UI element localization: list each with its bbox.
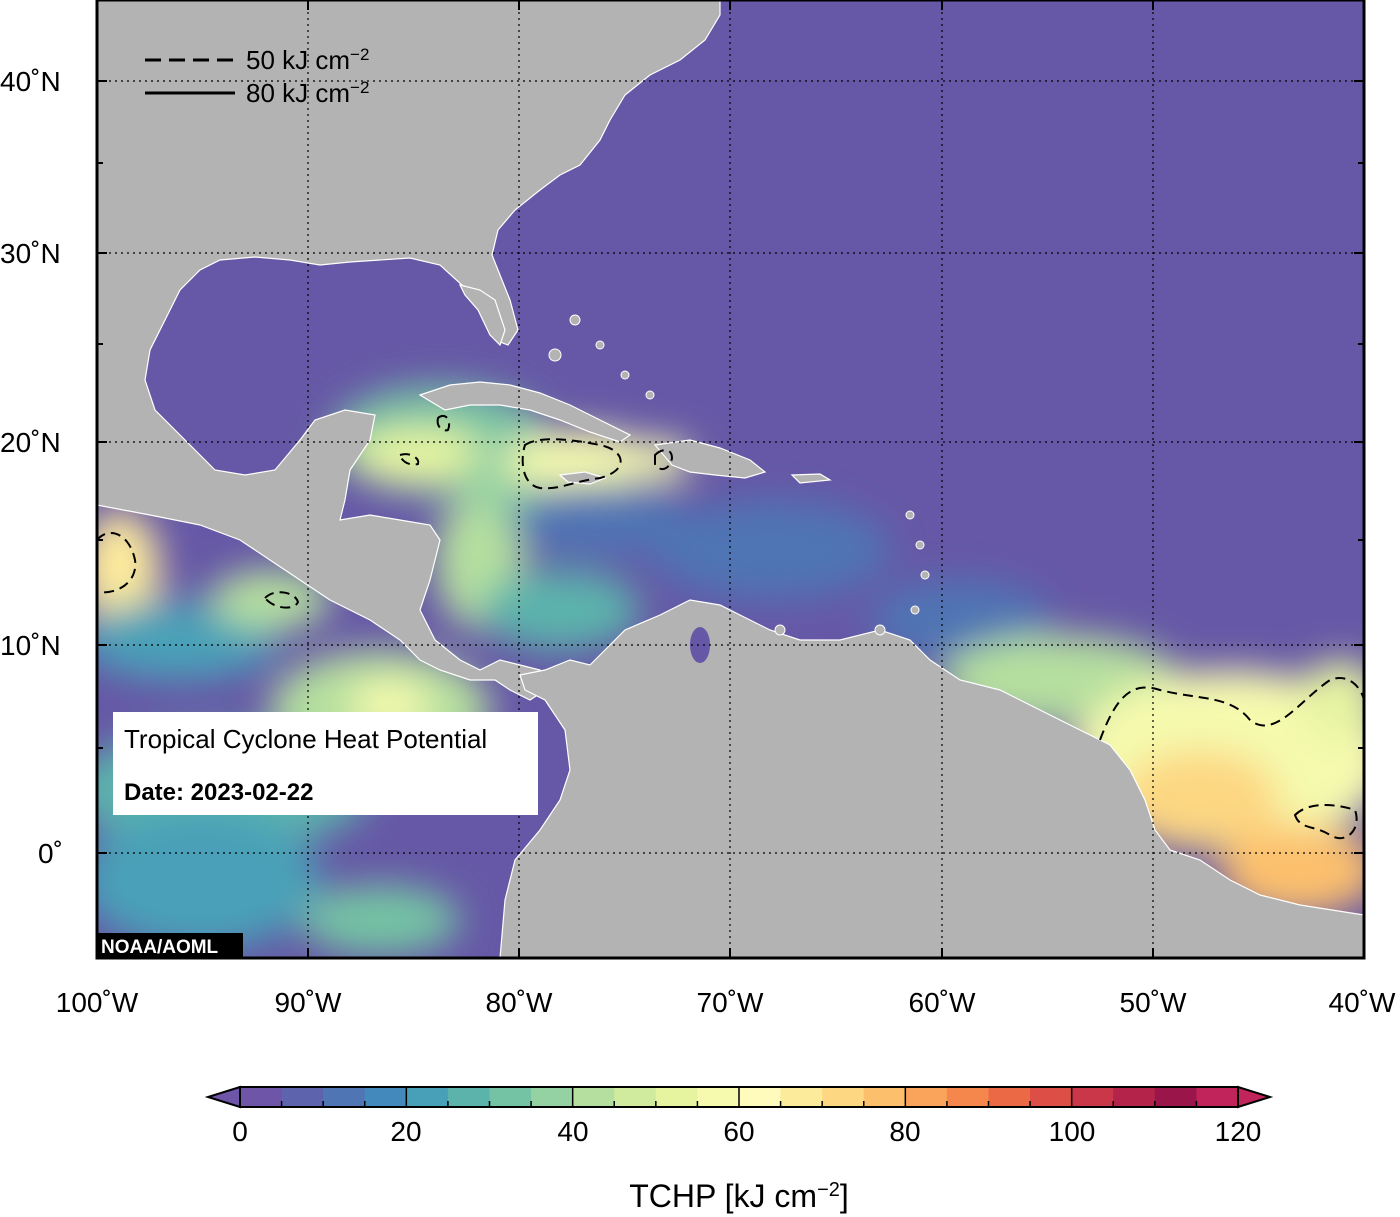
colorbar-swatch [655, 1087, 699, 1107]
colorbar-swatch [697, 1087, 740, 1107]
contour-legend: 50 kJ cm−2 80 kJ cm−2 [145, 45, 369, 109]
colorbar-swatch [281, 1087, 324, 1107]
cb-tick-label-20: 20 [390, 1116, 421, 1147]
lake-maracaibo [690, 627, 710, 663]
contours [97, 414, 1364, 840]
colorbar-swatch [1071, 1087, 1114, 1107]
lon-label-70w: 70˚W [697, 987, 764, 1018]
credit-text: NOAA/AOML [101, 937, 219, 958]
info-box: Tropical Cyclone Heat Potential Date: 20… [113, 712, 538, 815]
lat-label-30n: 30˚N [0, 238, 61, 269]
tchp-field [97, 385, 1364, 955]
cb-tick-label-0: 0 [232, 1116, 248, 1147]
colorbar-ticks [239, 1087, 1239, 1107]
colorbar-swatch [323, 1087, 366, 1107]
colorbar-swatch [946, 1087, 990, 1107]
land [97, 0, 1364, 958]
colorbar-swatch [572, 1087, 615, 1107]
map-title: Tropical Cyclone Heat Potential [124, 724, 487, 754]
colorbar-swatch [905, 1087, 948, 1107]
colorbar-title-main: TCHP [kJ cm [629, 1178, 817, 1214]
colorbar-swatch [822, 1087, 865, 1107]
colorbar-swatches [240, 1087, 1239, 1107]
contour-50-honduras [398, 453, 420, 466]
lat-label-10n: 10˚N [0, 630, 61, 661]
colorbar-swatch [489, 1087, 532, 1107]
colorbar: 0 20 40 60 80 100 120 TCHP [kJ cm−2] [204, 1085, 1274, 1214]
lon-label-50w: 50˚W [1120, 987, 1187, 1018]
tick-marks [97, 0, 1364, 958]
lat-label-40n: 40˚N [0, 66, 61, 97]
colorbar-swatch [240, 1087, 283, 1107]
cb-tick-label-60: 60 [723, 1116, 754, 1147]
colorbar-title: TCHP [kJ cm−2] [629, 1178, 849, 1214]
colorbar-min-arrow [204, 1085, 241, 1109]
land-north-america [97, 0, 721, 701]
colorbar-swatch [1154, 1087, 1198, 1107]
legend-dashed-sup: −2 [350, 45, 369, 64]
contour-50-yucatan [436, 414, 451, 432]
colorbar-swatch [531, 1087, 574, 1107]
lon-label-90w: 90˚W [275, 987, 342, 1018]
legend-solid-label: 80 kJ cm [246, 78, 350, 108]
land-south-america [499, 599, 1364, 958]
map-date: Date: 2023-02-22 [124, 779, 313, 806]
land-puerto-rico [790, 473, 832, 484]
contour-50-haiti [654, 449, 674, 471]
colorbar-swatch [1113, 1087, 1156, 1107]
contour-50-pacific-center [263, 591, 300, 609]
cb-tick-label-100: 100 [1049, 1116, 1096, 1147]
colorbar-swatch [614, 1087, 657, 1107]
contour-50-atlantic [1099, 677, 1364, 741]
colorbar-swatch [406, 1087, 449, 1107]
lon-label-100w: 100˚W [56, 987, 139, 1018]
small-islands [548, 314, 930, 636]
colorbar-swatch [1030, 1087, 1073, 1107]
colorbar-swatch [1196, 1087, 1239, 1107]
svg-text:50 kJ cm−2: 50 kJ cm−2 [246, 45, 369, 76]
lon-label-60w: 60˚W [909, 987, 976, 1018]
credit-badge: NOAA/AOML [97, 933, 243, 958]
land-jamaica [558, 471, 607, 485]
colorbar-swatch [739, 1087, 782, 1107]
contour-50-atlantic-east [1293, 804, 1358, 840]
lon-label-40w: 40˚W [1329, 987, 1396, 1018]
colorbar-tick-labels: 0 20 40 60 80 100 120 [232, 1116, 1261, 1147]
contour-50-pacific-west [97, 531, 137, 594]
cb-tick-label-40: 40 [557, 1116, 588, 1147]
land-florida [458, 284, 506, 347]
colorbar-swatch [988, 1087, 1031, 1107]
colorbar-swatch [780, 1087, 823, 1107]
colorbar-swatch [863, 1087, 906, 1107]
map-area: 50 kJ cm−2 80 kJ cm−2 Tropical Cyclone H… [97, 0, 1364, 958]
legend-solid-sup: −2 [350, 78, 369, 97]
colorbar-title-sup: −2 [817, 1179, 840, 1201]
cb-tick-label-80: 80 [889, 1116, 920, 1147]
colorbar-swatch [364, 1087, 407, 1107]
lon-labels: 100˚W 90˚W 80˚W 70˚W 60˚W 50˚W 40˚W [56, 987, 1396, 1018]
colorbar-max-arrow [1237, 1085, 1274, 1109]
colorbar-title-end: ] [840, 1178, 849, 1214]
lat-label-20n: 20˚N [0, 427, 61, 458]
contour-50-caribbean [521, 438, 622, 490]
legend-dashed-label: 50 kJ cm [246, 45, 350, 75]
land-cuba [418, 381, 632, 443]
land-hispaniola [653, 439, 767, 479]
lat-label-0: 0˚ [38, 838, 63, 869]
lon-label-80w: 80˚W [486, 987, 553, 1018]
cb-tick-label-120: 120 [1215, 1116, 1262, 1147]
colorbar-swatch [447, 1087, 491, 1107]
svg-text:80 kJ cm−2: 80 kJ cm−2 [246, 78, 369, 109]
lat-labels: 40˚N 30˚N 20˚N 10˚N 0˚ [0, 66, 63, 869]
